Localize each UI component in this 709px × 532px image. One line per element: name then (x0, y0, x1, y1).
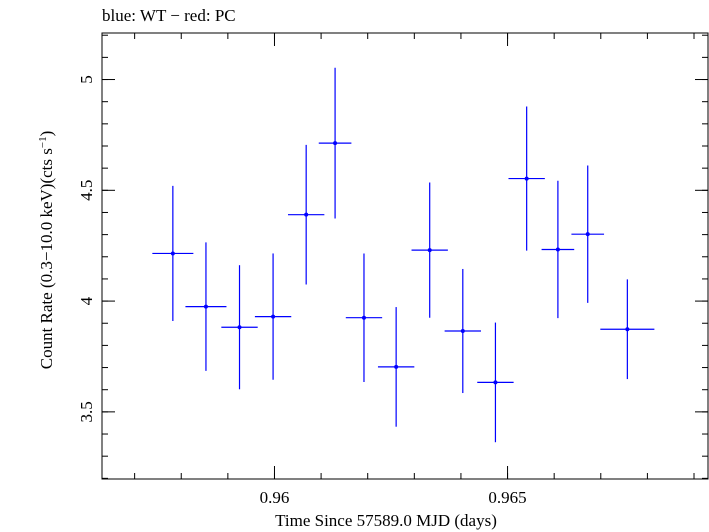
point-marker (271, 314, 276, 319)
data-point (221, 265, 258, 390)
point-marker (304, 212, 309, 217)
data-point (477, 322, 514, 443)
data-point (571, 165, 605, 303)
point-marker (333, 141, 338, 146)
y-tick-label: 4 (77, 296, 96, 305)
y-axis-label-close: ) (37, 131, 56, 137)
y-axis-label-sup: −1 (37, 136, 49, 148)
y-axis-label: Count Rate (0.3−10.0 keV)(cts s−1) (37, 131, 56, 370)
data-point (444, 268, 481, 394)
data-point (411, 182, 448, 318)
data-point (377, 307, 415, 427)
x-tick-label: 0.96 (260, 488, 290, 507)
y-tick-label: 5 (77, 75, 96, 84)
axis-ticks: 0.96 0.965 3.5 4 4.5 5 (77, 33, 708, 507)
chart-title: blue: WT − red: PC (102, 6, 236, 25)
point-marker (555, 247, 560, 252)
data-points (152, 67, 655, 443)
x-tick-label: 0.965 (488, 488, 526, 507)
data-point (185, 242, 227, 371)
point-marker (394, 364, 399, 369)
point-marker (203, 304, 208, 309)
data-point (541, 180, 575, 319)
point-marker (460, 328, 465, 333)
data-point (508, 106, 545, 251)
y-tick-label: 4.5 (77, 180, 96, 201)
y-axis-label-main: Count Rate (0.3−10.0 keV)(cts s (37, 148, 56, 369)
data-point (318, 67, 352, 219)
data-point (152, 185, 194, 322)
y-tick-label: 3.5 (77, 401, 96, 422)
data-point (600, 279, 655, 380)
data-point (254, 253, 292, 380)
point-marker (237, 325, 242, 330)
plot-frame (101, 32, 709, 480)
data-point (345, 253, 383, 382)
point-marker (170, 251, 175, 256)
point-marker (493, 380, 498, 385)
point-marker (361, 315, 366, 320)
point-marker (427, 248, 432, 253)
point-marker (585, 232, 590, 237)
data-point (287, 144, 325, 285)
point-marker (625, 327, 630, 332)
point-marker (524, 176, 529, 181)
x-axis-label: Time Since 57589.0 MJD (days) (275, 511, 497, 530)
